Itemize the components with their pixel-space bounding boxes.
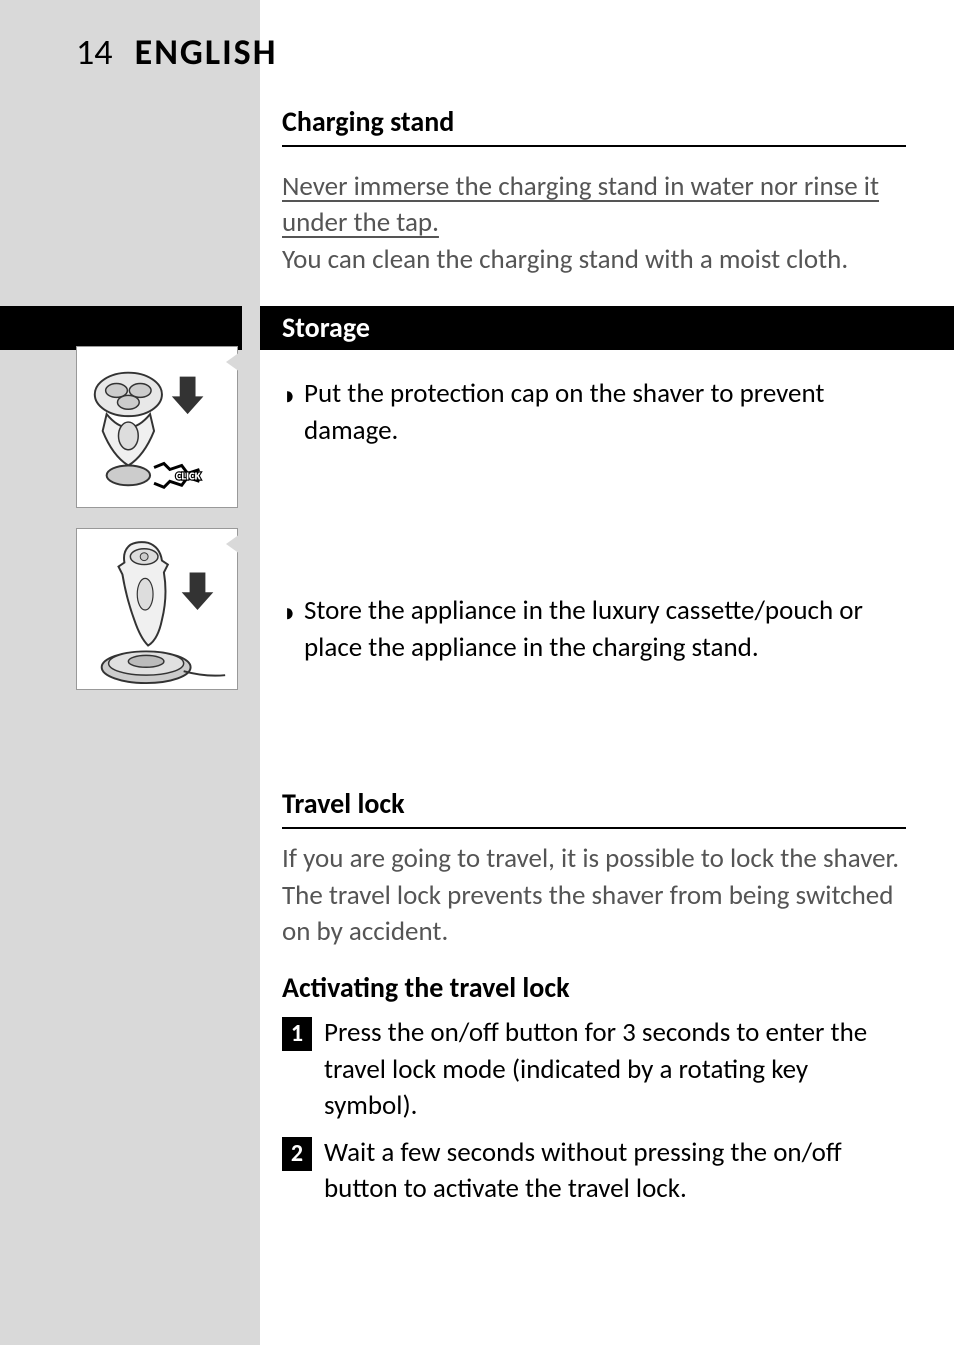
language-label: ENGLISH xyxy=(135,30,278,74)
illustration-pointer-2 xyxy=(226,534,240,554)
step-1: 1 Press the on/off button for 3 seconds … xyxy=(282,1015,906,1124)
svg-text:CLICK: CLICK xyxy=(176,469,201,482)
step-1-text: Press the on/off button for 3 seconds to… xyxy=(324,1015,906,1124)
storage-bullet-list-2: ◗ Store the appliance in the luxury cass… xyxy=(282,593,906,666)
storage-bullet-1: ◗ Put the protection cap on the shaver t… xyxy=(282,376,906,449)
storage-bullet-2: ◗ Store the appliance in the luxury cass… xyxy=(282,593,906,666)
page-number: 14 xyxy=(76,30,113,74)
warning-underlined-text: Never immerse the charging stand in wate… xyxy=(282,170,879,239)
charging-stand-note: You can clean the charging stand with a … xyxy=(282,243,848,276)
bullet-marker-icon: ◗ xyxy=(282,595,304,630)
step-number-box: 1 xyxy=(282,1017,312,1051)
page-header: 14 ENGLISH xyxy=(0,0,954,94)
storage-bullet-list: ◗ Put the protection cap on the shaver t… xyxy=(282,376,906,449)
travel-lock-steps: 1 Press the on/off button for 3 seconds … xyxy=(282,1015,906,1207)
storage-bullet-2-text: Store the appliance in the luxury casset… xyxy=(304,593,906,666)
storage-bullet-1-text: Put the protection cap on the shaver to … xyxy=(304,376,906,449)
bullet-marker-icon: ◗ xyxy=(282,378,304,413)
section-storage-title: Storage xyxy=(260,306,906,350)
step-2-text: Wait a few seconds without pressing the … xyxy=(324,1135,906,1208)
bar-left-segment xyxy=(0,306,242,350)
illustration-shaver-stand xyxy=(76,528,238,690)
step-2: 2 Wait a few seconds without pressing th… xyxy=(282,1135,906,1208)
step-number-box: 2 xyxy=(282,1137,312,1171)
bar-gap xyxy=(242,306,260,350)
illustration-shaver-cap: CLICK CLICK xyxy=(76,346,238,508)
section-travel-lock-title: Travel lock xyxy=(282,776,906,829)
section-charging-stand-title: Charging stand xyxy=(282,94,906,147)
travel-lock-intro: If you are going to travel, it is possib… xyxy=(282,841,906,950)
activating-travel-lock-title: Activating the travel lock xyxy=(282,970,906,1005)
shaver-stand-icon xyxy=(77,529,237,689)
section-storage-bar: Storage xyxy=(0,306,954,350)
charging-stand-warning: Never immerse the charging stand in wate… xyxy=(282,169,906,278)
shaver-cap-icon: CLICK CLICK xyxy=(77,347,237,507)
illustration-pointer-1 xyxy=(226,352,240,372)
